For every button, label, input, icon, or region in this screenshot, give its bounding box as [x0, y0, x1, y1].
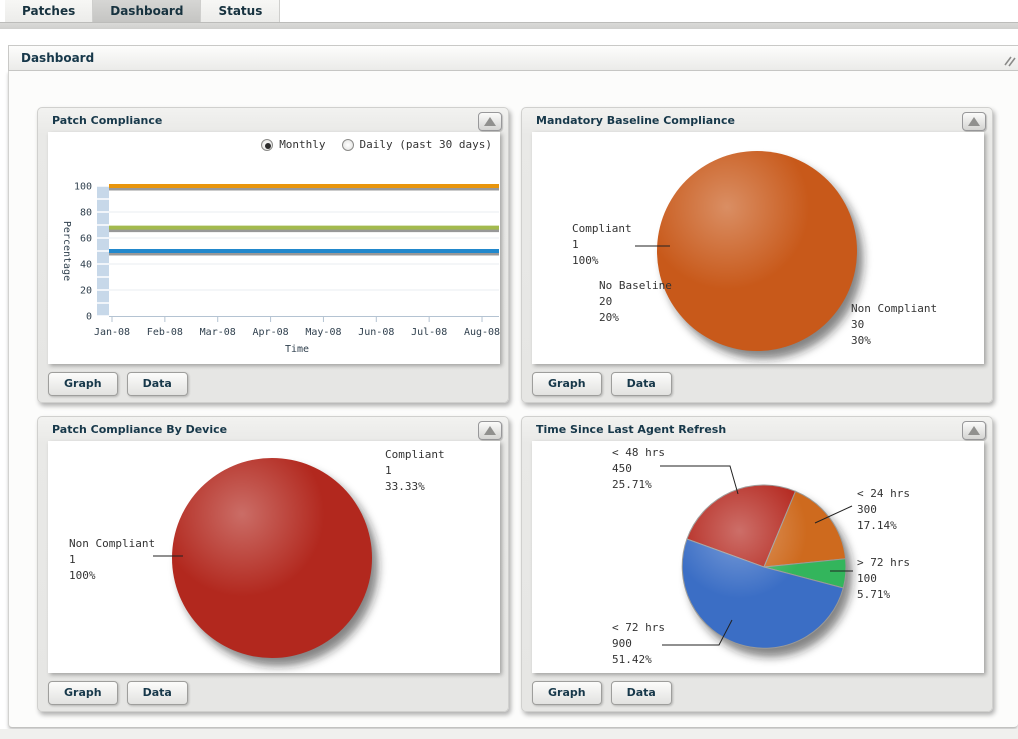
svg-text:Percentage: Percentage: [61, 221, 72, 281]
triangle-up-icon: [968, 426, 980, 435]
collapse-button[interactable]: [962, 421, 986, 440]
pie-label-lt-72hrs: < 72 hrs 900 51.42%: [612, 621, 665, 666]
triangle-up-icon: [484, 426, 496, 435]
pie-label-non-compliant: Non Compliant 1 100%: [69, 537, 156, 582]
triangle-up-icon: [484, 117, 496, 126]
svg-text:0: 0: [86, 312, 92, 323]
collapse-button[interactable]: [478, 421, 502, 440]
radio-daily[interactable]: Daily (past 30 days): [341, 138, 492, 151]
panel-buttons: Graph Data: [532, 372, 672, 396]
graph-button[interactable]: Graph: [532, 372, 602, 396]
svg-text:Jun-08: Jun-08: [358, 327, 394, 338]
pie-label-no-baseline: No Baseline 20 20%: [599, 279, 672, 324]
pie-chart-area: < 48 hrs 450 25.71% < 24 hrs 300 17.14% …: [532, 441, 984, 673]
tab-strip: [0, 22, 1018, 29]
page-bottom-strip: [0, 729, 1018, 739]
graph-button[interactable]: Graph: [48, 372, 118, 396]
svg-text:Aug-08: Aug-08: [464, 327, 500, 338]
panel-title: Patch Compliance: [52, 114, 163, 127]
triangle-up-icon: [968, 117, 980, 126]
collapse-button[interactable]: [962, 112, 986, 131]
pie-label-lt-48hrs: < 48 hrs 450 25.71%: [612, 446, 665, 491]
svg-text:Jan-08: Jan-08: [94, 327, 130, 338]
tab-status[interactable]: Status: [201, 0, 281, 22]
panel-title: Patch Compliance By Device: [52, 423, 228, 436]
graph-button[interactable]: Graph: [48, 681, 118, 705]
svg-text:80: 80: [80, 208, 92, 219]
radio-monthly-label: Monthly: [279, 138, 326, 151]
panel-mandatory-baseline-compliance: Mandatory Baseline Compliance Compliant …: [521, 107, 993, 403]
panel-buttons: Graph Data: [48, 372, 188, 396]
radio-selected-icon: [261, 138, 274, 151]
line-chart-area: Monthly Daily (past 30 days) Jan-08 Feb-0…: [48, 132, 500, 364]
pie-chart-svg: [660, 465, 853, 657]
pie-label-compliant: Compliant 1 100%: [572, 222, 632, 267]
svg-text:Feb-08: Feb-08: [147, 327, 183, 338]
data-button[interactable]: Data: [126, 372, 188, 396]
dashboard-header: Dashboard: [8, 45, 1018, 71]
graph-button[interactable]: Graph: [532, 681, 602, 705]
tab-dashboard[interactable]: Dashboard: [93, 0, 202, 22]
pie-label-lt-24hrs: < 24 hrs 300 17.14%: [857, 487, 910, 532]
page-title: Dashboard: [21, 51, 95, 65]
pie-label-gt-72hrs: > 72 hrs 100 5.71%: [857, 556, 910, 601]
pie-label-compliant: Compliant 1 33.33%: [385, 448, 445, 493]
panel-buttons: Graph Data: [48, 681, 188, 705]
radio-monthly[interactable]: Monthly: [261, 138, 326, 151]
panel-buttons: Graph Data: [532, 681, 672, 705]
panel-title: Mandatory Baseline Compliance: [536, 114, 735, 127]
interval-radio-group: Monthly Daily (past 30 days): [261, 138, 492, 151]
data-button[interactable]: Data: [610, 681, 672, 705]
panel-patch-compliance: Patch Compliance Monthly Daily (past 30 …: [37, 107, 509, 403]
panel-time-since-last-agent-refresh: Time Since Last Agent Refresh < 48 hrs 4…: [521, 416, 993, 712]
svg-text:40: 40: [80, 260, 92, 271]
pie-label-non-compliant: Non Compliant 30 30%: [851, 302, 938, 347]
svg-text:May-08: May-08: [305, 327, 341, 338]
double-slash-icon[interactable]: [1002, 52, 1016, 67]
tab-patches[interactable]: Patches: [5, 0, 94, 22]
radio-daily-label: Daily (past 30 days): [359, 138, 492, 151]
pie-chart-area: Compliant 1 100% No Baseline 20 20% Non …: [532, 132, 984, 364]
svg-text:60: 60: [80, 234, 92, 245]
data-button[interactable]: Data: [610, 372, 672, 396]
svg-text:20: 20: [80, 286, 92, 297]
collapse-button[interactable]: [478, 112, 502, 131]
line-chart-svg: Jan-08 Feb-08 Mar-08 Apr-08 May-08 Jun-08 Jul-…: [61, 182, 500, 356]
radio-unselected-icon: [341, 138, 354, 151]
panel-patch-compliance-by-device: Patch Compliance By Device Compliant 1 3…: [37, 416, 509, 712]
svg-text:100: 100: [74, 182, 92, 193]
svg-text:Time: Time: [285, 344, 309, 355]
svg-text:Mar-08: Mar-08: [200, 327, 236, 338]
svg-text:Jul-08: Jul-08: [411, 327, 447, 338]
panel-title: Time Since Last Agent Refresh: [536, 423, 727, 436]
pie-chart-area: Compliant 1 33.33% Non Compliant 1 100%: [48, 441, 500, 673]
svg-text:Apr-08: Apr-08: [253, 327, 289, 338]
tab-bar: Patches Dashboard Status: [0, 0, 1018, 22]
data-button[interactable]: Data: [126, 681, 188, 705]
dashboard-body: Patch Compliance Monthly Daily (past 30 …: [8, 71, 1018, 728]
